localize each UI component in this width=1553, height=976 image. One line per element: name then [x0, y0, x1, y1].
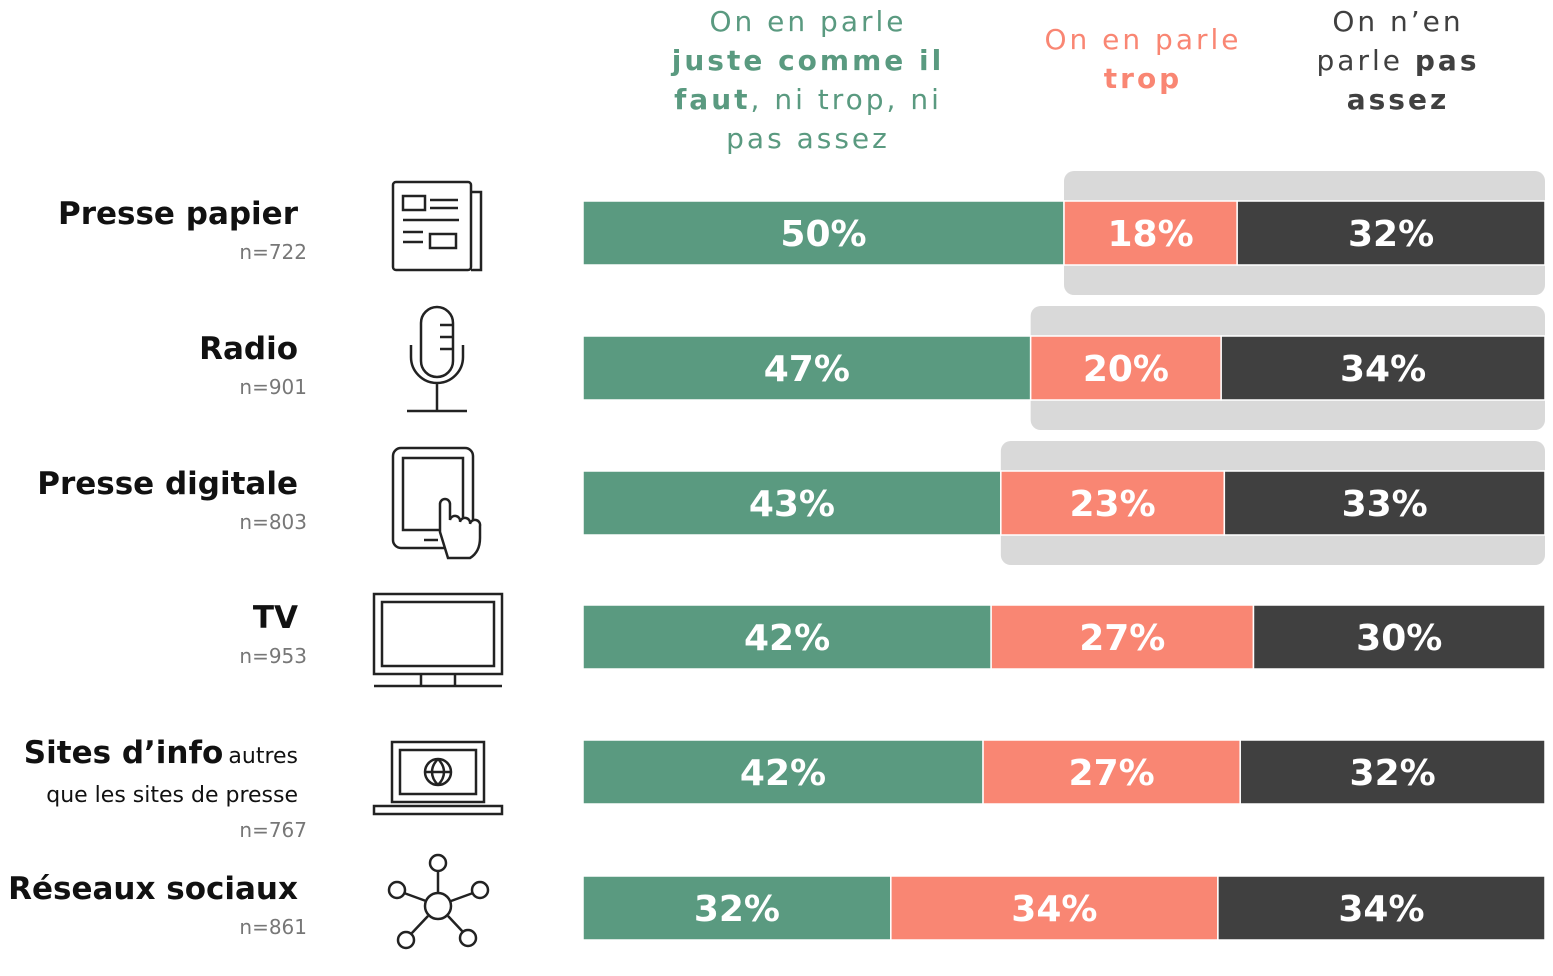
category-label: Presse digitale: [0, 465, 298, 508]
tv-icon: [372, 592, 504, 688]
value-label: 33%: [1342, 484, 1428, 525]
value-label: 42%: [744, 618, 830, 659]
value-label: 43%: [749, 484, 835, 525]
bar-segment: [582, 470, 1002, 536]
value-label: 27%: [1079, 618, 1165, 659]
value-label: 23%: [1069, 484, 1155, 525]
bar-segment: [1223, 470, 1546, 536]
bar-segment: [990, 604, 1255, 670]
icons: [372, 180, 504, 950]
bar-segment: [582, 200, 1065, 266]
value-label: 18%: [1107, 214, 1193, 255]
sample-size: n=901: [239, 375, 307, 399]
bar-segment: [982, 739, 1241, 805]
category-label: Réseaux sociaux: [0, 870, 298, 913]
legend-entry: On n’en parle pas assez: [1316, 5, 1480, 116]
legend-emphasis: juste comme il faut: [671, 44, 945, 116]
legend-entry: On en parle trop: [1044, 23, 1242, 95]
newspaper-icon: [391, 180, 483, 272]
bar-segment: [1236, 200, 1546, 266]
legend-emphasis: pas assez: [1346, 44, 1480, 116]
category-name: Presse papier: [58, 196, 298, 232]
bar-segment: [1063, 200, 1238, 266]
value-label: 32%: [1350, 753, 1436, 794]
category-name: Presse digitale: [37, 466, 298, 502]
category-name: Réseaux sociaux: [8, 871, 298, 907]
category-label: Presse papier: [0, 195, 298, 238]
sample-size: n=953: [239, 644, 307, 668]
value-label: 27%: [1069, 753, 1155, 794]
sample-size: n=803: [239, 510, 307, 534]
legend-emphasis: trop: [1103, 62, 1183, 95]
value-label: 34%: [1011, 889, 1097, 930]
microphone-icon: [407, 305, 467, 413]
bar-segment: [582, 335, 1032, 401]
sample-size: n=861: [239, 915, 307, 939]
laptop-icon: [372, 740, 504, 816]
value-label: 34%: [1340, 349, 1426, 390]
bar-segment: [582, 739, 984, 805]
category-label: TV: [0, 599, 298, 642]
bar-segment: [1000, 470, 1226, 536]
category-note: autres que les sites de presse: [46, 744, 298, 808]
bar-segment: [1220, 335, 1546, 401]
category-label: Sites d’info autres que les sites de pre…: [0, 734, 298, 816]
category-name: Sites d’info: [23, 735, 224, 771]
value-label: 32%: [1348, 214, 1434, 255]
value-label: 32%: [694, 889, 780, 930]
value-label: 47%: [764, 349, 850, 390]
legend-entry: On en parle juste comme il faut, ni trop…: [671, 5, 945, 155]
bar-segment: [1252, 604, 1546, 670]
bar-segment: [1217, 875, 1546, 941]
value-label: 30%: [1356, 618, 1442, 659]
sample-size: n=767: [239, 818, 307, 842]
sample-size: n=722: [239, 240, 307, 264]
bar-segment: [582, 875, 892, 941]
bar-segment: [890, 875, 1219, 941]
bar-segment: [1029, 335, 1222, 401]
value-label: 42%: [740, 753, 826, 794]
value-label: 34%: [1338, 889, 1424, 930]
category-label: Radio: [0, 330, 298, 373]
category-name: Radio: [199, 331, 298, 367]
bar-segment: [1239, 739, 1546, 805]
value-label: 50%: [780, 214, 866, 255]
category-name: TV: [252, 600, 298, 636]
tablet-icon: [391, 446, 482, 560]
value-label: 20%: [1083, 349, 1169, 390]
network-icon: [387, 853, 490, 950]
